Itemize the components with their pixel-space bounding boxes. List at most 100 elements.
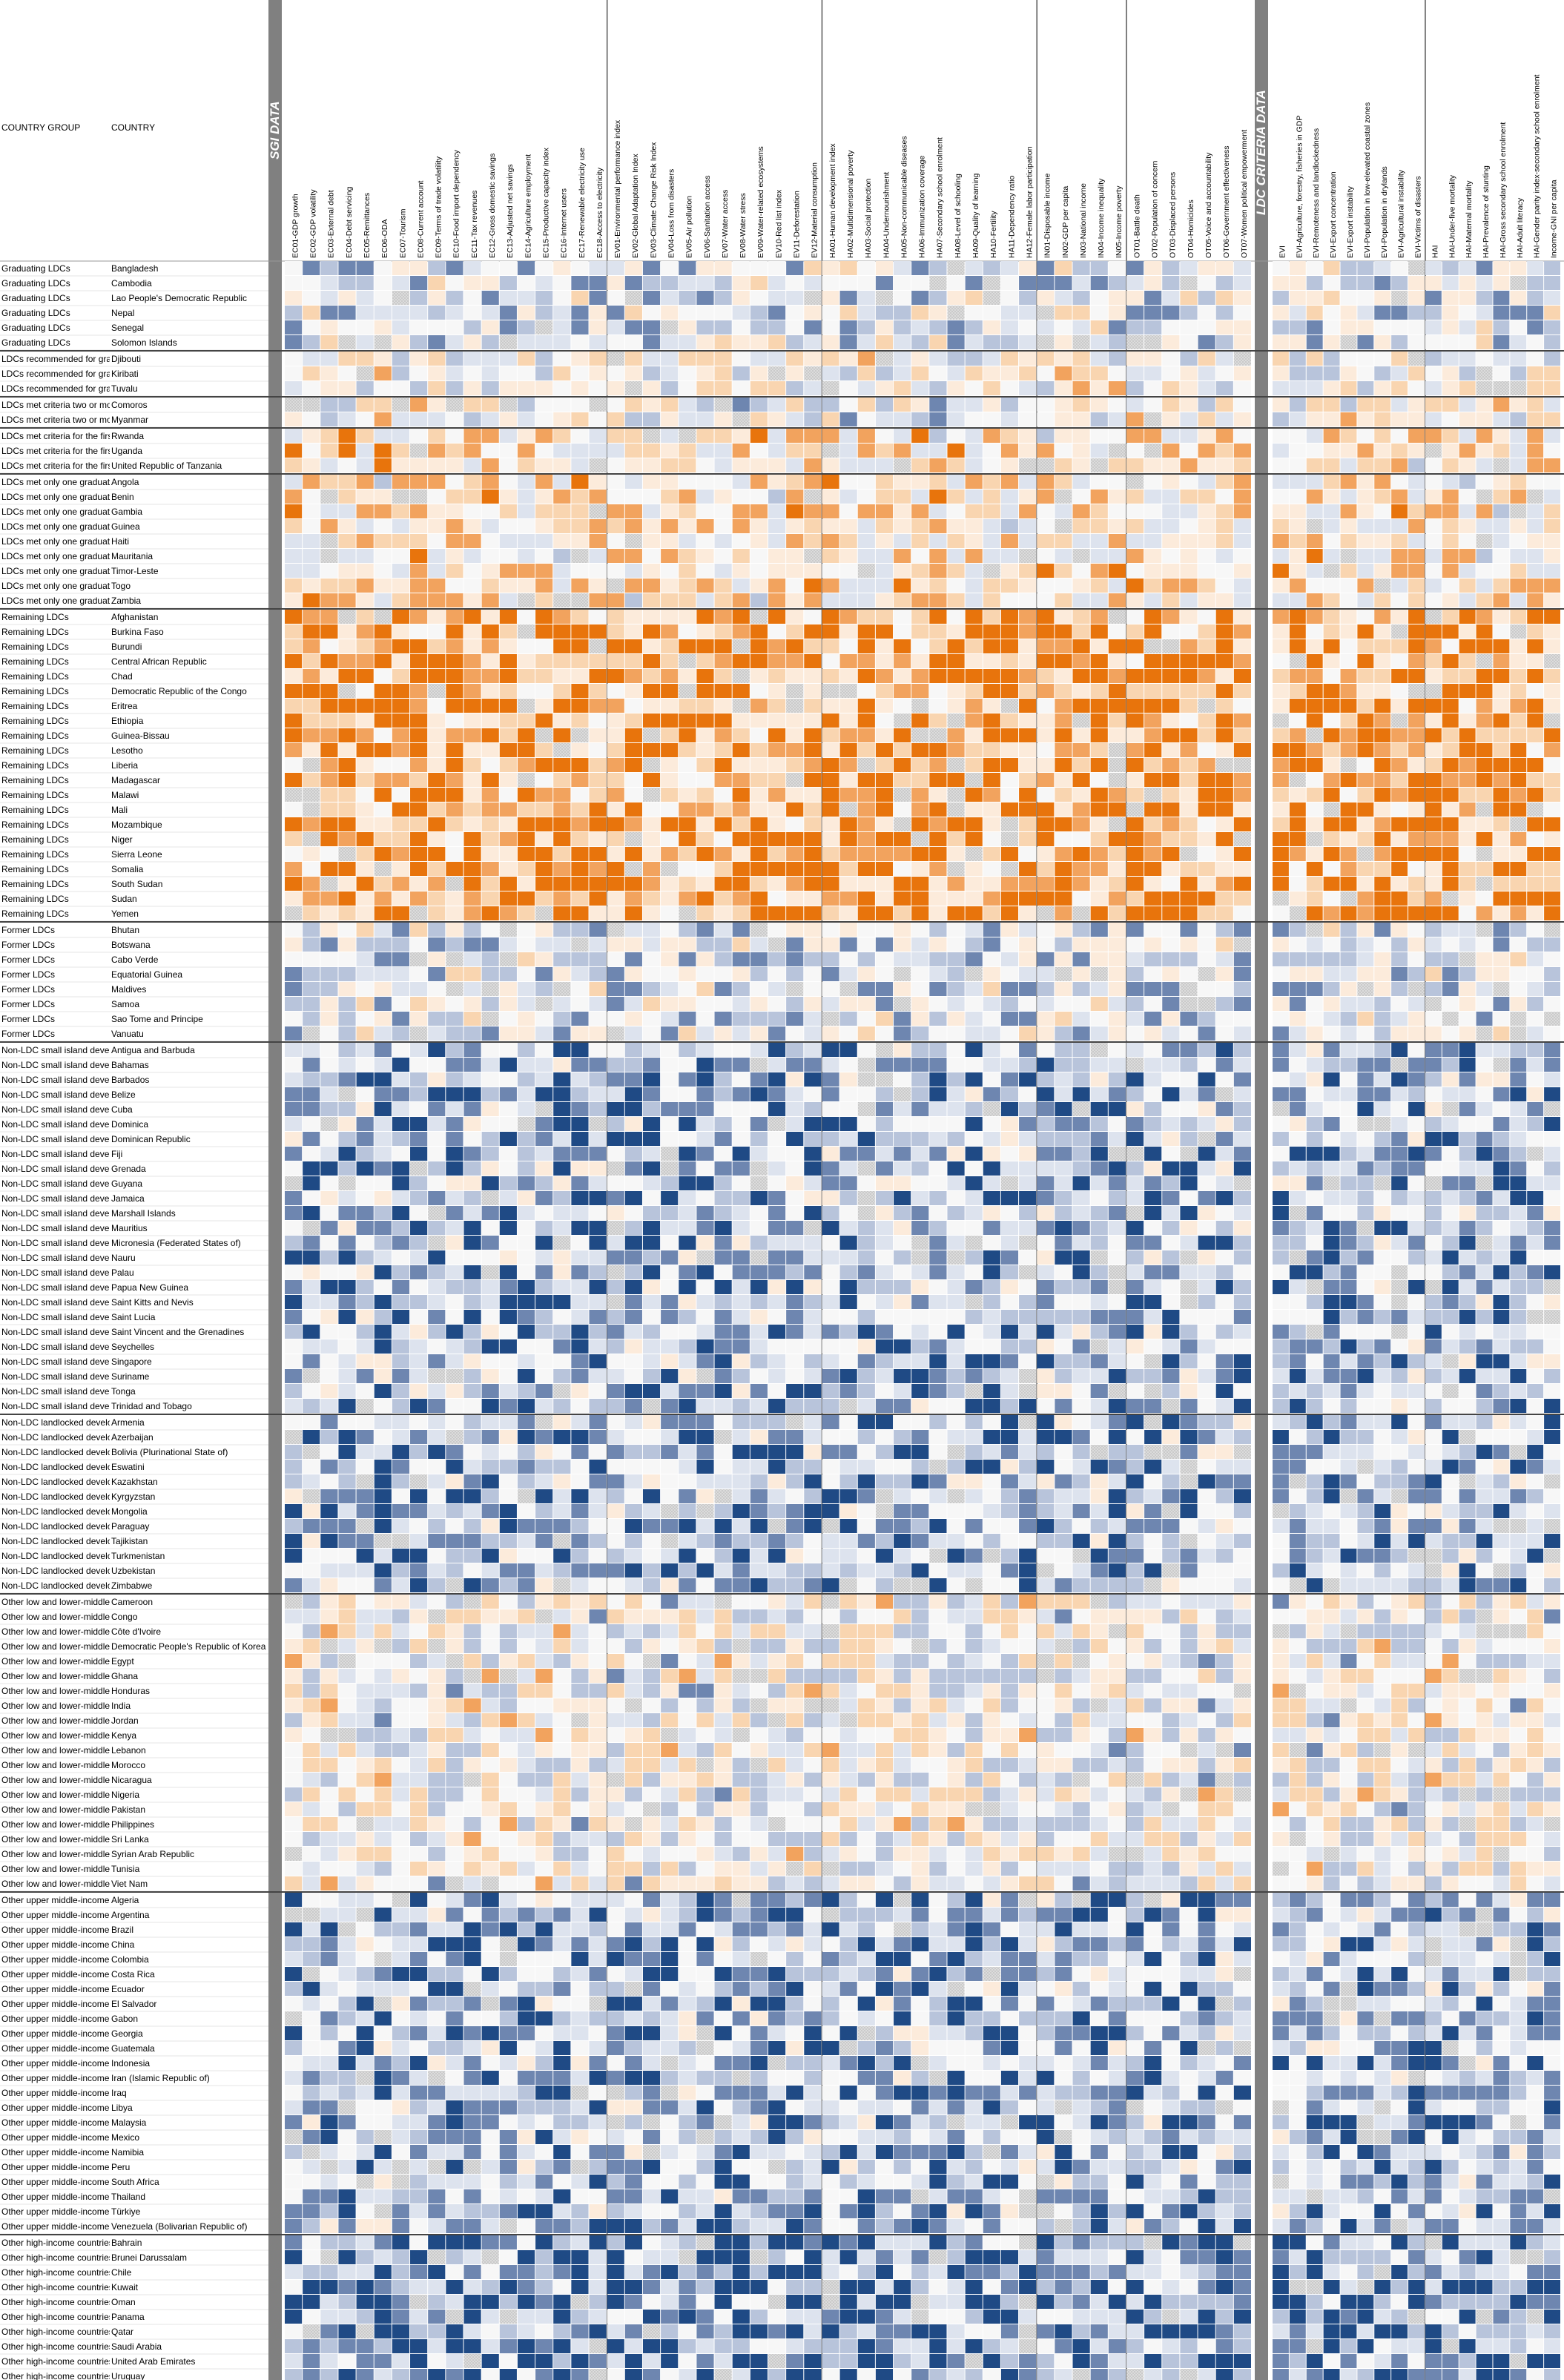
heatmap-cell <box>911 1132 929 1146</box>
heatmap-cell <box>1340 1087 1357 1101</box>
heatmap-cell <box>428 639 446 653</box>
heatmap-cell <box>947 549 965 563</box>
heatmap-cell <box>679 997 696 1011</box>
heatmap-cell <box>1055 444 1072 458</box>
heatmap-cell <box>1510 412 1527 426</box>
heatmap-cell <box>1090 489 1108 504</box>
heatmap-cell <box>875 699 894 713</box>
heatmap-cell <box>1162 847 1180 861</box>
heatmap-cell <box>839 1087 857 1101</box>
heatmap-cell <box>1408 1117 1425 1131</box>
heatmap-cell <box>965 684 983 698</box>
heatmap-cell <box>1180 291 1198 305</box>
heatmap-cell <box>768 1026 786 1041</box>
heatmap-cell <box>320 398 338 412</box>
heatmap-cell <box>1391 593 1408 607</box>
heatmap-cell <box>1090 952 1108 966</box>
heatmap-cell <box>1544 335 1560 349</box>
heatmap-cell <box>463 817 481 831</box>
heatmap-cell <box>1144 610 1162 624</box>
heatmap-cell <box>839 1191 857 1205</box>
heatmap-cell <box>338 906 356 920</box>
table-row: LDCs met only one graduation criterionGu… <box>0 519 1560 535</box>
heatmap-cell <box>839 1117 857 1131</box>
heatmap-cell <box>750 817 768 831</box>
heatmap-cell <box>1126 817 1144 831</box>
heatmap-cell <box>463 564 481 578</box>
heatmap-cell <box>1340 1176 1357 1190</box>
heatmap-cell <box>1019 444 1037 458</box>
row-group-label: Remaining LDCs <box>1 775 69 785</box>
heatmap-cell <box>1442 489 1459 504</box>
heatmap-cell <box>1442 639 1459 653</box>
heatmap-cell <box>624 429 642 443</box>
heatmap-cell <box>732 429 750 443</box>
table-row: Remaining LDCs Yemen <box>0 906 1560 922</box>
heatmap-cell <box>929 1176 947 1190</box>
heatmap-cell <box>1493 743 1510 757</box>
heatmap-cell <box>499 624 517 639</box>
heatmap-cell <box>1180 458 1198 472</box>
heatmap-cell <box>1215 1058 1233 1072</box>
heatmap-cell <box>1391 366 1408 380</box>
heatmap-cell <box>517 923 535 937</box>
heatmap-cell <box>1544 610 1560 624</box>
heatmap-cell <box>822 398 839 412</box>
heatmap-cell <box>1215 335 1233 349</box>
heatmap-cell <box>696 1161 714 1176</box>
heatmap-cell <box>750 412 768 426</box>
heatmap-cell <box>1289 1087 1306 1101</box>
heatmap-cell <box>1037 1147 1055 1161</box>
heatmap-cell <box>714 923 732 937</box>
row-group-label: Non-LDC small island developing States <box>1 1134 161 1144</box>
heatmap-cell <box>822 335 839 349</box>
heatmap-cell <box>804 593 822 607</box>
heatmap-cell <box>1144 937 1162 952</box>
heatmap-cell <box>624 489 642 504</box>
heatmap-cell <box>1198 1132 1215 1146</box>
heatmap-cell <box>1273 728 1289 742</box>
heatmap-cell <box>356 788 374 802</box>
heatmap-cell <box>1162 997 1180 1011</box>
heatmap-cell <box>857 1206 875 1220</box>
heatmap-cell <box>822 593 839 607</box>
heatmap-cell <box>1510 952 1527 966</box>
heatmap-cell <box>553 743 571 757</box>
heatmap-cell <box>589 593 607 607</box>
heatmap-cell <box>1144 1043 1162 1057</box>
heatmap-cell <box>1289 758 1306 772</box>
heatmap-cell <box>1019 1087 1037 1101</box>
heatmap-cell <box>1442 276 1459 290</box>
heatmap-cell <box>1459 489 1476 504</box>
heatmap-cell <box>661 564 679 578</box>
heatmap-cell <box>481 1102 499 1116</box>
heatmap-cell <box>822 1102 839 1116</box>
row-group-label: Non-LDC small island developing States <box>1 1238 161 1248</box>
row-group-label: LDCs recommended for graduation <box>1 354 140 364</box>
heatmap-cell <box>983 276 1000 290</box>
heatmap-cell <box>428 610 446 624</box>
heatmap-cell <box>1090 306 1108 320</box>
heatmap-cell <box>320 429 338 443</box>
heatmap-cell <box>1442 1236 1459 1250</box>
heatmap-cell <box>428 847 446 861</box>
heatmap-cell <box>1108 549 1126 563</box>
heatmap-cell <box>696 847 714 861</box>
heatmap-cell <box>320 728 338 742</box>
heatmap-cell <box>965 381 983 395</box>
heatmap-cell <box>911 1102 929 1116</box>
heatmap-cell <box>1233 669 1251 683</box>
row-group-label: Non-LDC small island developing States <box>1 1119 161 1130</box>
heatmap-cell <box>768 504 786 518</box>
heatmap-cell <box>1459 967 1476 981</box>
heatmap-cell <box>535 624 553 639</box>
heatmap-cell <box>929 504 947 518</box>
heatmap-cell <box>983 489 1000 504</box>
ldc-band <box>1255 0 1268 2380</box>
heatmap-cell <box>1289 291 1306 305</box>
heatmap-cell <box>696 352 714 366</box>
heatmap-cell <box>446 335 463 349</box>
heatmap-cell <box>786 564 804 578</box>
heatmap-cell <box>1198 1147 1215 1161</box>
